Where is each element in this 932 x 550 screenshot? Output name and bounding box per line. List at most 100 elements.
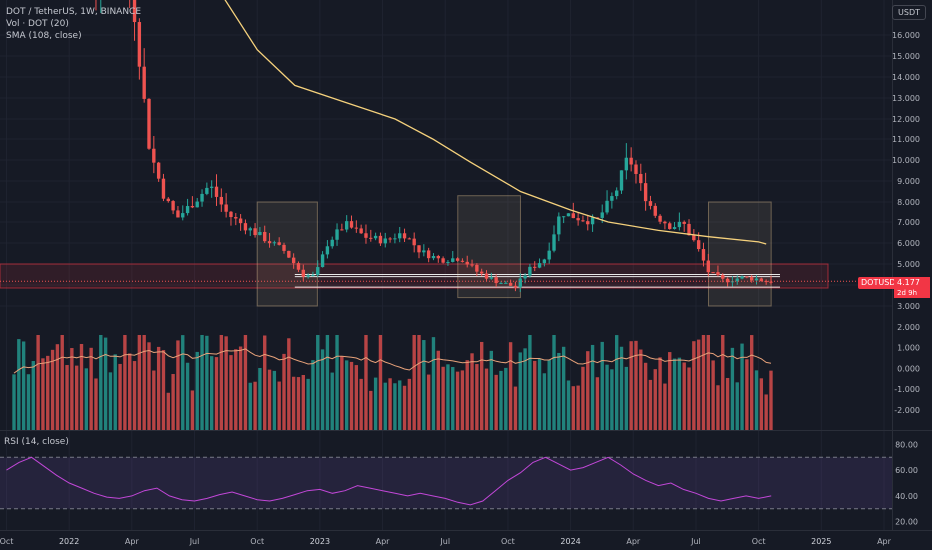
candle-body xyxy=(185,206,190,214)
volume-bar xyxy=(465,360,469,430)
candle-body xyxy=(489,277,494,279)
volume-bar xyxy=(393,383,397,430)
candle-body xyxy=(171,201,175,211)
candle-body xyxy=(523,275,527,279)
candle-body xyxy=(229,211,233,218)
volume-bar xyxy=(754,370,759,430)
volume-bar xyxy=(296,377,301,430)
candle-body xyxy=(412,238,416,246)
time-axis-label: Oct xyxy=(0,537,13,546)
candle-body xyxy=(460,260,465,262)
volume-bar xyxy=(513,386,518,430)
volume-bar xyxy=(706,335,710,430)
candle-body xyxy=(513,285,518,288)
annotations xyxy=(0,195,829,307)
candle-body xyxy=(745,276,749,278)
candle-body xyxy=(291,257,296,264)
candle-body xyxy=(301,269,305,277)
volume-bar xyxy=(701,335,706,430)
volume-bar xyxy=(219,335,224,430)
candle-body xyxy=(156,162,161,179)
volume-bar xyxy=(552,335,556,430)
price-axis-label: 7.000 xyxy=(897,218,920,227)
volume-bar xyxy=(528,335,532,430)
volume-bar xyxy=(55,344,60,430)
candle-body xyxy=(209,186,214,188)
volume-bar xyxy=(668,352,672,430)
sma-line xyxy=(224,0,767,245)
price-axis-label: 14.000 xyxy=(892,73,920,82)
volume-bar xyxy=(533,360,537,430)
candle-body xyxy=(364,233,368,238)
time-axis-label: 2025 xyxy=(811,537,831,546)
price-axis-label: 2.000 xyxy=(897,323,920,332)
volume-bar xyxy=(643,362,648,430)
candle-body xyxy=(369,237,373,239)
candle-body xyxy=(465,261,469,265)
price-axis-label: 6.000 xyxy=(897,239,920,248)
volume-bar xyxy=(398,380,402,430)
volume-bar xyxy=(161,350,166,430)
volume-bar xyxy=(267,369,272,430)
candle-body xyxy=(330,239,334,247)
candle-body xyxy=(253,228,257,236)
candle-body xyxy=(677,221,682,228)
volume-bar xyxy=(542,373,547,430)
candle-body xyxy=(417,245,421,253)
candle-body xyxy=(537,263,542,268)
chart-legend: DOT / TetherUS, 1W, BINANCE Vol · DOT (2… xyxy=(6,6,141,42)
price-axis-label: 12.000 xyxy=(892,115,920,124)
candle-body xyxy=(287,250,291,258)
candle-body xyxy=(484,273,489,279)
volume-bar xyxy=(89,347,93,430)
volume-bar xyxy=(46,355,50,430)
volume-bar xyxy=(50,349,55,430)
candle-body xyxy=(354,227,359,229)
candle-body xyxy=(152,148,156,163)
volume-bar xyxy=(687,367,691,430)
volume-bar xyxy=(373,377,378,430)
currency-button[interactable]: USDT xyxy=(892,5,926,20)
time-axis-label: 2022 xyxy=(59,537,79,546)
symbol-title[interactable]: DOT / TetherUS, 1W, BINANCE xyxy=(6,7,142,17)
volume-bar xyxy=(17,339,21,430)
volume-bar xyxy=(26,374,31,430)
volume-bar xyxy=(94,378,98,430)
candle-body xyxy=(132,0,137,23)
candle-body xyxy=(648,201,653,206)
candle-body xyxy=(431,256,436,259)
candle-body xyxy=(605,200,609,213)
volume-bar xyxy=(335,335,339,430)
volume-bar xyxy=(79,343,84,430)
volume-indicator-label[interactable]: Vol · DOT (20) xyxy=(6,19,69,29)
price-axis-label: 11.000 xyxy=(892,135,920,144)
candle-body xyxy=(195,201,199,208)
candle-body xyxy=(668,223,672,229)
volume-bar xyxy=(171,374,175,430)
volume-bar xyxy=(113,354,117,430)
price-tag-value: 4.177 xyxy=(894,277,930,289)
volume-bar xyxy=(639,349,643,430)
volume-bar xyxy=(523,348,527,430)
volume-bar xyxy=(383,382,387,430)
rsi-indicator-label[interactable]: RSI (14, close) xyxy=(4,437,69,447)
volume-bar xyxy=(378,335,383,430)
rsi-pane xyxy=(0,456,892,510)
candle-body xyxy=(576,218,580,221)
candle-body xyxy=(764,281,768,283)
sma-indicator-label[interactable]: SMA (108, close) xyxy=(6,31,82,41)
candle-body xyxy=(441,258,445,263)
volume-bar xyxy=(426,374,431,430)
candle-body xyxy=(475,265,479,272)
candle-body xyxy=(263,231,267,242)
volume-bar xyxy=(460,370,465,430)
rsi-axis-label: 80.00 xyxy=(895,440,918,449)
volume-bar xyxy=(330,372,334,430)
volume-bar xyxy=(263,335,267,430)
candle-body xyxy=(711,272,715,274)
volume-bar xyxy=(74,365,79,430)
price-axis-label: -1.000 xyxy=(894,385,920,394)
volume-bar xyxy=(132,361,137,430)
candle-body xyxy=(234,217,238,219)
